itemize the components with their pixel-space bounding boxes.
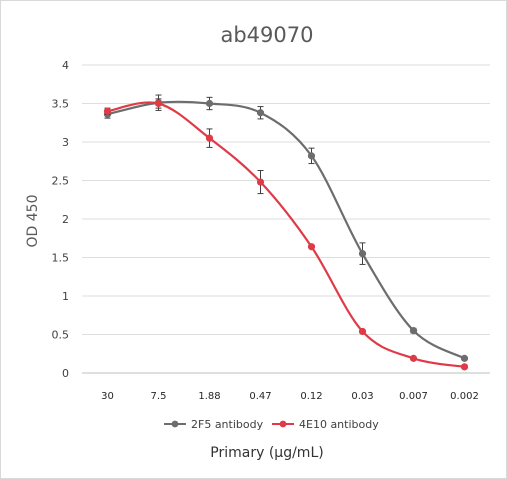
data-point xyxy=(205,99,214,108)
data-point xyxy=(460,354,469,362)
series-line xyxy=(107,101,465,368)
data-point xyxy=(205,134,214,142)
series-2 xyxy=(103,98,469,371)
data-point xyxy=(256,109,265,117)
y-tick-label: 0.5 xyxy=(52,329,70,342)
y-tick-label: 4 xyxy=(62,59,69,72)
data-point xyxy=(409,354,418,362)
x-tick-label: 0.47 xyxy=(249,391,271,402)
y-tick-label: 1.5 xyxy=(52,252,70,265)
x-tick-label: 0.03 xyxy=(351,391,373,402)
y-tick-label: 0 xyxy=(62,367,69,380)
x-tick-label: 1.88 xyxy=(198,391,220,402)
legend-item-2: 4E10 antibody xyxy=(272,418,379,431)
data-point xyxy=(256,178,265,186)
data-point xyxy=(409,327,418,335)
y-axis-label: OD 450 xyxy=(25,195,41,248)
series-line xyxy=(107,100,466,360)
legend-label: 2F5 antibody xyxy=(191,418,264,431)
y-tick-label: 2 xyxy=(62,213,69,226)
data-point xyxy=(307,152,316,160)
x-axis-ticks: 30 7.5 1.88 0.47 0.12 0.03 0.007 0.002 xyxy=(101,391,479,402)
y-tick-label: 3 xyxy=(62,136,69,149)
series-1 xyxy=(103,94,469,362)
y-tick-label: 2.5 xyxy=(52,175,70,188)
x-tick-label: 0.12 xyxy=(300,391,322,402)
data-point xyxy=(460,363,469,371)
data-point xyxy=(307,243,316,251)
data-point xyxy=(358,327,367,336)
x-axis-label: Primary (µg/mL) xyxy=(210,445,323,461)
x-tick-label: 0.007 xyxy=(399,391,428,402)
y-tick-label: 3.5 xyxy=(52,98,70,111)
x-tick-label: 0.002 xyxy=(450,391,479,402)
legend-swatch-marker xyxy=(279,420,287,428)
x-tick-label: 7.5 xyxy=(151,391,167,402)
y-tick-label: 1 xyxy=(62,290,69,303)
data-point xyxy=(103,107,112,115)
y-axis-ticks: 0 0.5 1 1.5 2 2.5 3 3.5 4 xyxy=(52,59,70,380)
legend-label: 4E10 antibody xyxy=(299,418,379,431)
data-point xyxy=(358,250,367,258)
x-tick-label: 30 xyxy=(101,391,114,402)
data-point xyxy=(154,99,163,108)
chart-title: ab49070 xyxy=(220,23,313,47)
gridlines xyxy=(82,64,490,374)
legend: 2F5 antibody 4E10 antibody xyxy=(164,418,379,431)
legend-item-1: 2F5 antibody xyxy=(164,418,264,431)
series-layer xyxy=(103,94,469,371)
legend-swatch-marker xyxy=(171,420,179,428)
